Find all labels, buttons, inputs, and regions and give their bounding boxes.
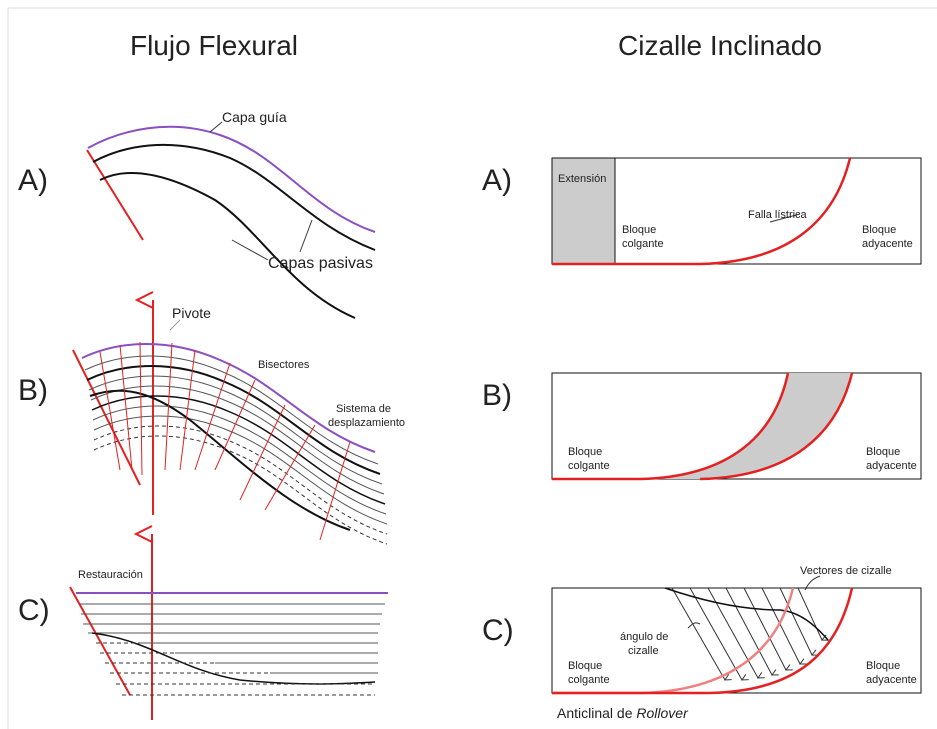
layers	[69, 534, 388, 720]
label: adyacente	[866, 460, 917, 472]
panel-label: A)	[18, 164, 48, 197]
label: Bloque	[568, 446, 602, 458]
title: Flujo Flexural	[130, 30, 298, 61]
caption-italic: Rollover	[636, 705, 689, 721]
label: colgante	[568, 674, 610, 686]
label: Extensión	[558, 173, 606, 185]
panel-label: C)	[18, 594, 50, 627]
panel-label: B)	[18, 374, 48, 407]
label: adyacente	[862, 238, 913, 250]
label: Restauración	[78, 569, 143, 581]
label: Bloque	[866, 660, 900, 672]
block	[551, 372, 922, 481]
label: Bloque	[622, 224, 656, 236]
label: ángulo de	[620, 631, 668, 643]
panel-label: A)	[482, 164, 512, 197]
label: Pivote	[172, 305, 211, 321]
label: Bloque	[862, 224, 896, 236]
label: Falla lístrica	[748, 209, 808, 221]
label: Capa guía	[222, 109, 287, 125]
block	[551, 157, 922, 266]
label: colgante	[568, 460, 610, 472]
caption-text: Anticlinal de	[557, 705, 633, 721]
caption: Anticlinal de Rollover	[557, 705, 689, 721]
label: Capas pasivas	[268, 255, 373, 272]
label: cizalle	[628, 645, 659, 657]
label: Bloque	[568, 660, 602, 672]
label: adyacente	[866, 674, 917, 686]
panel-label: C)	[482, 614, 514, 647]
label: Vectores de cizalle	[800, 565, 892, 577]
label: Bloque	[866, 446, 900, 458]
layers	[86, 121, 376, 319]
block	[551, 575, 922, 695]
label: colgante	[622, 238, 664, 250]
panel-label: B)	[482, 379, 512, 412]
label: Sistema de	[336, 403, 391, 415]
title: Cizalle Inclinado	[618, 30, 822, 61]
label: desplazamiento	[328, 417, 405, 429]
label: Bisectores	[258, 359, 310, 371]
layers	[72, 300, 388, 545]
